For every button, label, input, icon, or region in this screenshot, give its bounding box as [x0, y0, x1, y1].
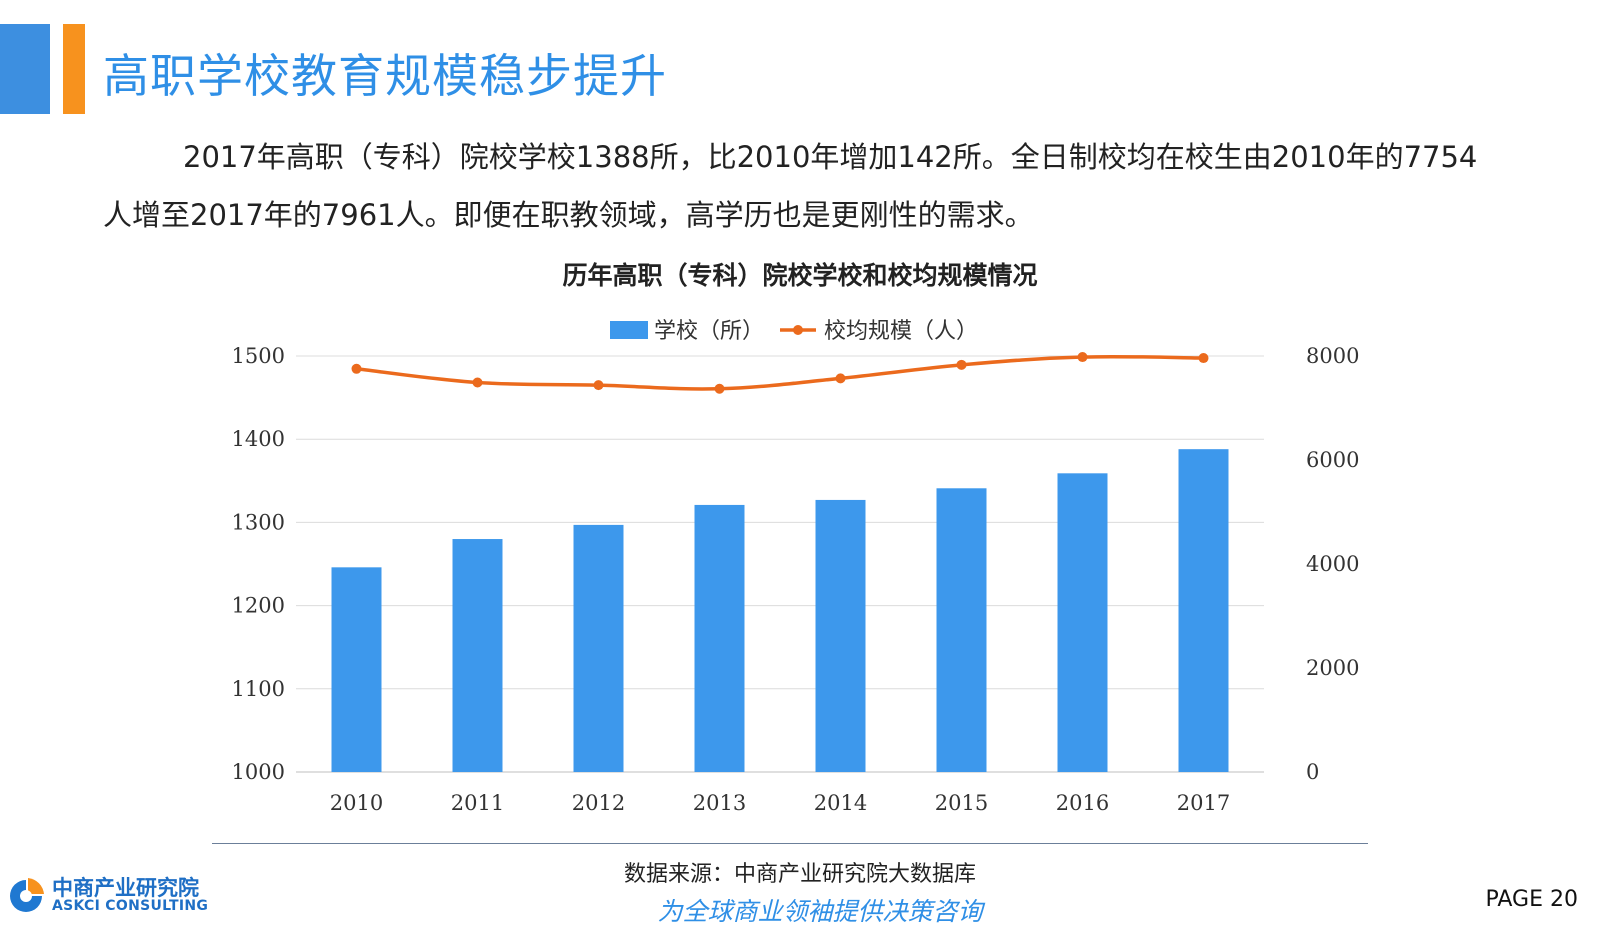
y-right-tick-label: 8000	[1306, 344, 1359, 368]
y-right-tick-label: 2000	[1306, 656, 1359, 680]
legend-swatch-bar	[610, 321, 648, 339]
line-point-2014	[835, 373, 846, 384]
bar-2011	[452, 539, 503, 772]
y-left-tick-label: 1100	[232, 677, 285, 701]
company-logo: 中商产业研究院 ASKCI CONSULTING	[6, 872, 221, 920]
bar-2015	[936, 488, 987, 772]
bar-2014	[815, 499, 866, 772]
x-tick-label: 2017	[1177, 791, 1230, 815]
x-tick-label: 2013	[693, 791, 746, 815]
logo-text-en: ASKCI CONSULTING	[52, 898, 209, 914]
legend-swatch-line-dot	[793, 325, 803, 335]
y-right-tick-label: 0	[1306, 760, 1319, 784]
line-point-2016	[1077, 352, 1088, 363]
page-number: PAGE 20	[1485, 887, 1578, 912]
axis-layer: 1000 1100 1200 1300 1400 1500 0 2000 4000 6000 800…	[232, 344, 1360, 815]
legend-label-bar: 学校（所）	[654, 319, 764, 344]
line-point-2017	[1198, 353, 1209, 364]
logo-mark-icon	[10, 878, 44, 912]
y-left-tick-label: 1300	[232, 510, 285, 534]
x-tick-label: 2010	[330, 791, 383, 815]
y-left-tick-label: 1500	[232, 344, 285, 368]
x-tick-label: 2016	[1056, 791, 1109, 815]
bar-2016	[1057, 473, 1108, 772]
x-tick-label: 2012	[572, 791, 625, 815]
grid-layer	[296, 355, 1264, 773]
bar-2013	[694, 504, 745, 772]
logo-text-cn: 中商产业研究院	[52, 876, 199, 900]
page-title: 高职学校教育规模稳步提升	[103, 49, 667, 103]
line-point-2015	[956, 359, 967, 370]
legend-label-line: 校均规模（人）	[824, 319, 978, 344]
line-point-2013	[714, 383, 725, 394]
line-point-2012	[593, 380, 604, 391]
line-point-2010	[351, 363, 362, 374]
chart-title: 历年高职（专科）院校学校和校均规模情况	[562, 261, 1038, 290]
series-line-school-size	[356, 354, 1204, 391]
bar-2010	[331, 567, 382, 772]
bar-2017	[1178, 449, 1229, 772]
footer-divider	[212, 843, 1368, 844]
y-left-tick-label: 1200	[232, 594, 285, 618]
combo-chart: 1000 1100 1200 1300 1400 1500 0 2000 4000 6000 800…	[232, 319, 1360, 815]
line-layer	[351, 352, 1209, 394]
accent-bar-orange	[63, 24, 85, 114]
y-left-tick-label: 1400	[232, 427, 285, 451]
data-source: 数据来源：中商产业研究院大数据库	[623, 862, 976, 887]
y-right-tick-label: 6000	[1306, 448, 1359, 472]
x-tick-label: 2014	[814, 791, 867, 815]
legend: 学校（所） 校均规模（人）	[610, 319, 978, 344]
line-point-2011	[472, 377, 483, 388]
slogan: 为全球商业领袖提供决策咨询	[657, 897, 983, 926]
y-left-tick-label: 1000	[232, 760, 285, 784]
bar-layer	[331, 449, 1229, 772]
bar-2012	[573, 524, 624, 772]
accent-bar-blue	[0, 24, 50, 114]
x-tick-label: 2011	[451, 791, 504, 815]
summary-paragraph: 2017年高职（专科）院校学校1388所，比2010年增加142所。全日制校均在…	[103, 140, 1478, 232]
x-tick-label: 2015	[935, 791, 988, 815]
y-right-tick-label: 4000	[1306, 552, 1359, 576]
